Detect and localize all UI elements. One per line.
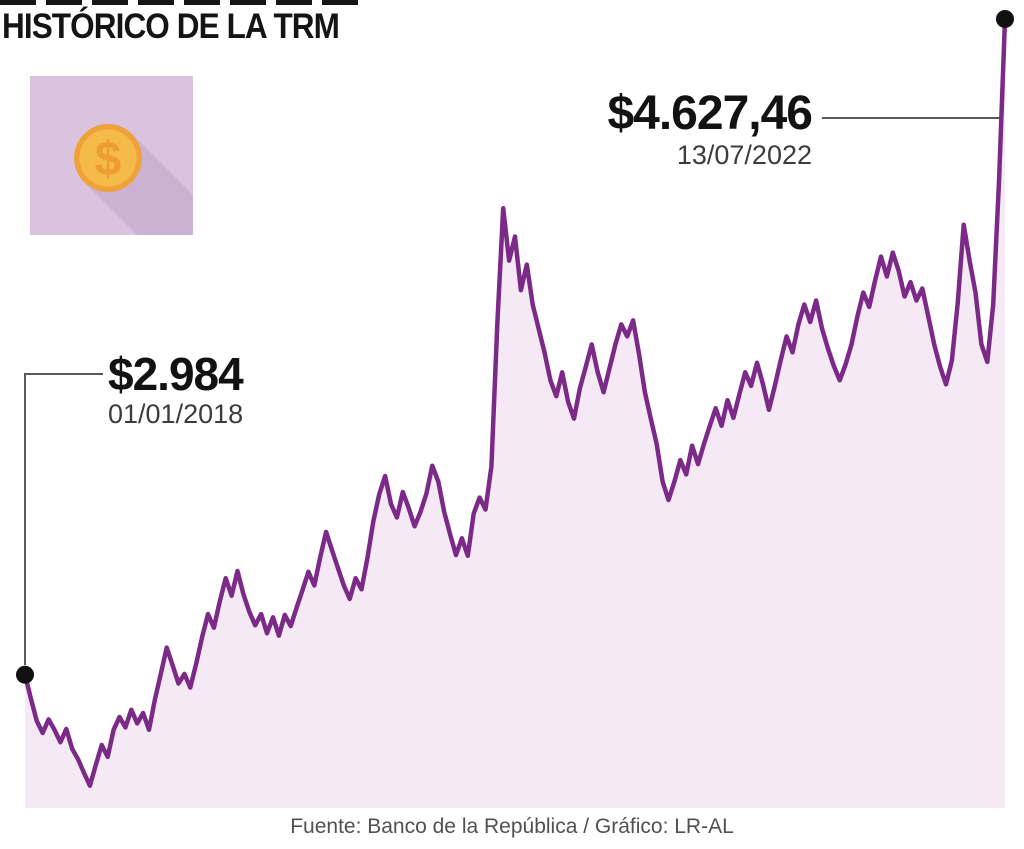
start-date-label: 01/01/2018 [108, 399, 244, 429]
end-annotation: $4.627,46 13/07/2022 [607, 87, 813, 170]
dollar-coin-icon-svg: $ [30, 76, 193, 235]
end-value-label: $4.627,46 [607, 87, 813, 140]
start-value-label: $2.984 [108, 348, 244, 400]
source-credit: Fuente: Banco de la República / Gráfico:… [290, 815, 734, 838]
start-annotation: $2.984 01/01/2018 [108, 348, 244, 429]
page-title: HISTÓRICO DE LA TRM [2, 7, 340, 46]
top-dashed-strip [0, 0, 368, 5]
trm-area-fill [25, 19, 1005, 808]
end-date-label: 13/07/2022 [676, 140, 812, 170]
coin-face [79, 129, 137, 187]
dollar-coin-icon: $ [30, 76, 193, 235]
end-point-dot [996, 9, 1014, 28]
start-point-dot [16, 665, 34, 684]
dollar-sign-glyph: $ [95, 133, 122, 186]
trm-line [22, 16, 1008, 788]
start-callout-connector [24, 373, 103, 665]
